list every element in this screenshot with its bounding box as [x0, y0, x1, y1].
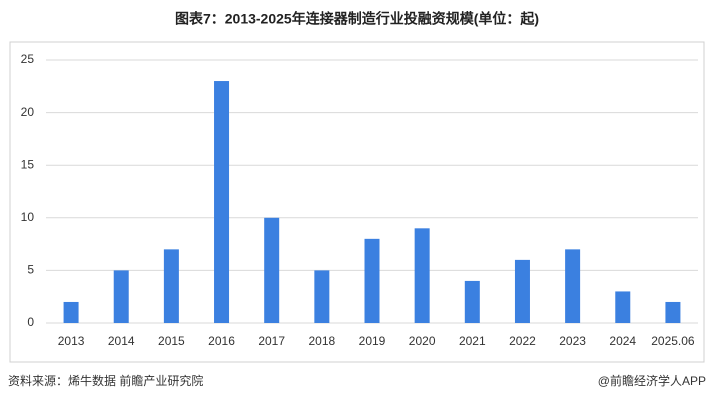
bar: [264, 217, 280, 323]
bar: [464, 280, 480, 323]
x-tick-label: 2015: [158, 334, 185, 348]
x-tick-label: 2019: [359, 334, 386, 348]
y-tick-label: 25: [21, 52, 35, 66]
credit: @前瞻经济学人APP: [598, 373, 706, 388]
bar: [565, 249, 581, 323]
bar: [113, 270, 129, 323]
bar: [214, 81, 230, 323]
x-tick-label: 2020: [409, 334, 436, 348]
chart-frame: [9, 41, 705, 363]
bar: [514, 259, 530, 323]
x-tick-label: 2022: [509, 334, 536, 348]
x-tick-label: 2018: [308, 334, 335, 348]
x-tick-label: 2014: [108, 334, 135, 348]
x-tick-label: 2023: [559, 334, 586, 348]
y-tick-label: 20: [21, 105, 35, 119]
x-tick-label: 2025.06: [651, 334, 695, 348]
bar: [414, 228, 430, 323]
bar: [615, 291, 631, 323]
x-tick-label: 2016: [208, 334, 235, 348]
x-tick-label: 2024: [609, 334, 636, 348]
bar: [665, 301, 681, 323]
bar: [364, 238, 380, 323]
x-tick-label: 2017: [258, 334, 285, 348]
source: 资料来源：烯牛数据 前瞻产业研究院: [8, 373, 203, 388]
y-tick-label: 10: [21, 210, 35, 224]
bar: [163, 249, 179, 323]
bar: [63, 301, 79, 323]
x-tick-label: 2013: [58, 334, 85, 348]
bar: [314, 270, 330, 323]
y-tick-label: 15: [21, 157, 35, 171]
x-tick-label: 2021: [459, 334, 486, 348]
y-tick-label: 0: [27, 315, 34, 329]
chart-title: 图表7：2013-2025年连接器制造行业投融资规模(单位：起): [175, 11, 539, 27]
y-tick-label: 5: [27, 263, 34, 277]
